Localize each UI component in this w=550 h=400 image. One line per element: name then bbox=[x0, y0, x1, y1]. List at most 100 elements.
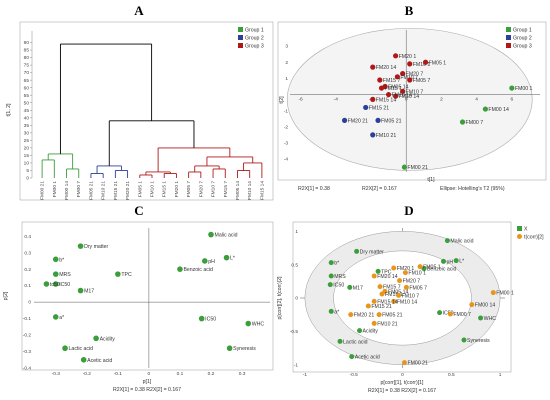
loading-plot-point-label: IC50 bbox=[205, 317, 216, 323]
dendrogram-y-tick-label: 10 bbox=[24, 161, 30, 167]
loading-plot-y-tick: 0 bbox=[28, 300, 31, 306]
score-plot-point bbox=[422, 59, 429, 65]
loading-plot-x-tick: 0.3 bbox=[239, 371, 246, 377]
score-plot-x-tick: -6 bbox=[298, 97, 303, 103]
loading-plot-point bbox=[245, 320, 252, 327]
dendrogram-y-tick-label: 85 bbox=[24, 48, 30, 54]
dendrogram-leaf-label: FM15 1 bbox=[162, 181, 168, 198]
dendrogram-leaf-label: FM15 14 bbox=[259, 181, 265, 200]
dendrogram-legend-swatch bbox=[238, 27, 243, 32]
score-plot-point bbox=[407, 61, 413, 67]
dendrogram-leaf-label: FM15 21 bbox=[113, 181, 119, 200]
dendrogram-leaf-label: FM05 7 bbox=[186, 181, 192, 198]
biplot-variable-point bbox=[437, 310, 443, 316]
score-plot-y-tick: 3 bbox=[285, 44, 288, 50]
score-plot-y-tick: -4 bbox=[284, 157, 289, 163]
dendrogram-links bbox=[41, 43, 263, 178]
score-plot-point-label: FM05 7 bbox=[413, 78, 431, 84]
score-plot-y-tick: 1 bbox=[285, 76, 288, 82]
dendrogram-legend-swatch bbox=[238, 35, 243, 40]
loading-plot-point bbox=[198, 315, 205, 322]
score-plot-point bbox=[482, 106, 489, 112]
biplot-y-tick: -0.5 bbox=[290, 329, 299, 335]
loading-plot-point bbox=[52, 271, 59, 277]
biplot-variable-label: Syneresis bbox=[467, 338, 490, 344]
score-plot-point bbox=[393, 93, 399, 99]
loading-plot-point-label: b* bbox=[59, 257, 64, 263]
score-plot-y-tick: 2 bbox=[285, 60, 288, 66]
biplot-variable-point bbox=[444, 238, 450, 244]
dendrogram-y-tick-label: 70 bbox=[24, 70, 30, 76]
score-plot-x-tick: 2 bbox=[440, 97, 443, 103]
dendrogram-y-tick-label: 40 bbox=[24, 115, 30, 121]
dendrogram-y-tick-label: 25 bbox=[24, 138, 30, 144]
dendrogram-y-tick-label: 0 bbox=[26, 176, 29, 182]
biplot-variable-label: b* bbox=[334, 261, 339, 267]
score-plot-ellipse-note: Ellipse: Hotelling's T2 (95%) bbox=[440, 186, 505, 192]
biplot-variable-label: WHC bbox=[484, 316, 497, 322]
score-plot-y-tick: -2 bbox=[284, 124, 289, 130]
biplot-legend-swatch bbox=[517, 234, 522, 239]
loading-plot-point-label: tc50 bbox=[50, 282, 60, 288]
biplot-x-tick: 0.5 bbox=[448, 372, 455, 378]
score-plot-legend-label: Group 1 bbox=[513, 28, 532, 34]
biplot-score-point bbox=[365, 303, 371, 309]
score-plot-x-tick: 4 bbox=[475, 97, 478, 103]
biplot-score-point bbox=[403, 284, 409, 290]
loading-plot-point bbox=[201, 258, 208, 264]
score-plot-point bbox=[363, 104, 369, 111]
loading-plot-x-tick: -0.2 bbox=[83, 371, 92, 377]
biplot-x-tick: -1 bbox=[303, 372, 308, 378]
biplot-score-label: FM15 21 bbox=[371, 304, 392, 310]
score-plot-point-label: FM20 1 bbox=[399, 54, 417, 60]
score-plot-point-label: FM10 21 bbox=[376, 133, 397, 139]
loading-plot-y-tick: -0.4 bbox=[23, 366, 32, 372]
score-plot-point-label: FM15 7 bbox=[383, 78, 401, 84]
dendrogram-y-tick-label: 30 bbox=[24, 130, 30, 136]
loading-plot-panel: -0.3 -0.2 -0.1 0 0.1 0.2 0.3 -0.4 -0.3 -0.2 -0.1 0 0… bbox=[3, 221, 274, 393]
loading-plot-point bbox=[223, 254, 230, 261]
biplot-y-tick: 1 bbox=[295, 229, 298, 235]
biplot-variable-point bbox=[328, 260, 334, 266]
biplot-variable-label: Benzoic acid bbox=[427, 267, 457, 273]
score-plot-point bbox=[375, 117, 381, 123]
biplot-score-label: FM15 14 bbox=[377, 299, 398, 305]
hotelling-ellipse-shape bbox=[286, 28, 533, 171]
biplot-x-tick: 0 bbox=[401, 372, 404, 378]
score-plot-point bbox=[459, 119, 466, 125]
biplot-score-label: FM05 1 bbox=[423, 265, 441, 271]
biplot-variable-point bbox=[328, 273, 334, 279]
biplot-y-tick: 0 bbox=[295, 296, 298, 302]
score-plot-point-label: FM10 7 bbox=[406, 89, 424, 95]
biplot-score-point bbox=[402, 270, 408, 276]
biplot-score-point bbox=[397, 278, 403, 284]
dendrogram-y-tick-label: 90 bbox=[24, 40, 30, 46]
score-plot-point-label: FM10 1 bbox=[413, 62, 431, 68]
biplot-variable-label: Malic acid bbox=[450, 239, 473, 245]
dendrogram-leaf-label: FM10 1 bbox=[150, 181, 156, 198]
biplot-score-point bbox=[417, 264, 423, 270]
loading-plot-point-label: TPC bbox=[121, 272, 132, 278]
dendrogram-leaf-labels: FM00 21 FM00 1 FM00 14 FM00 7 FM05 21 FM10 21… bbox=[40, 181, 266, 200]
score-plot-legend-swatch bbox=[506, 27, 511, 32]
score-plot-point-label: FM15 14 bbox=[376, 97, 397, 103]
dendrogram-legend-label: Group 1 bbox=[245, 28, 264, 34]
dendrogram-frame bbox=[19, 21, 274, 201]
dendrogram-y-tick-label: 45 bbox=[24, 108, 30, 114]
score-plot-point-label: FM05 21 bbox=[381, 118, 402, 124]
biplot-variable-point bbox=[453, 258, 459, 264]
biplot-legend: Xt(corr)[2] bbox=[517, 226, 544, 241]
biplot-score-point bbox=[348, 312, 354, 318]
loading-plot-point bbox=[226, 345, 233, 352]
biplot-y-tick: -1 bbox=[294, 362, 299, 368]
biplot-score-point bbox=[391, 265, 397, 271]
loading-plot-point-label: Benzoic acid bbox=[183, 267, 213, 273]
biplot-x-label: p[corr][1], t(corr)[1] bbox=[381, 380, 425, 386]
biplot-score-label: FM00 21 bbox=[407, 361, 428, 367]
dendrogram-leaf-label: FM00 7 bbox=[76, 181, 82, 198]
score-plot-points: FM00 1 FM00 14 FM00 7 FM00 21 FM15 21 FM20 21… bbox=[341, 53, 533, 171]
biplot-score-point bbox=[396, 292, 402, 298]
hotelling-ellipse bbox=[286, 28, 533, 171]
